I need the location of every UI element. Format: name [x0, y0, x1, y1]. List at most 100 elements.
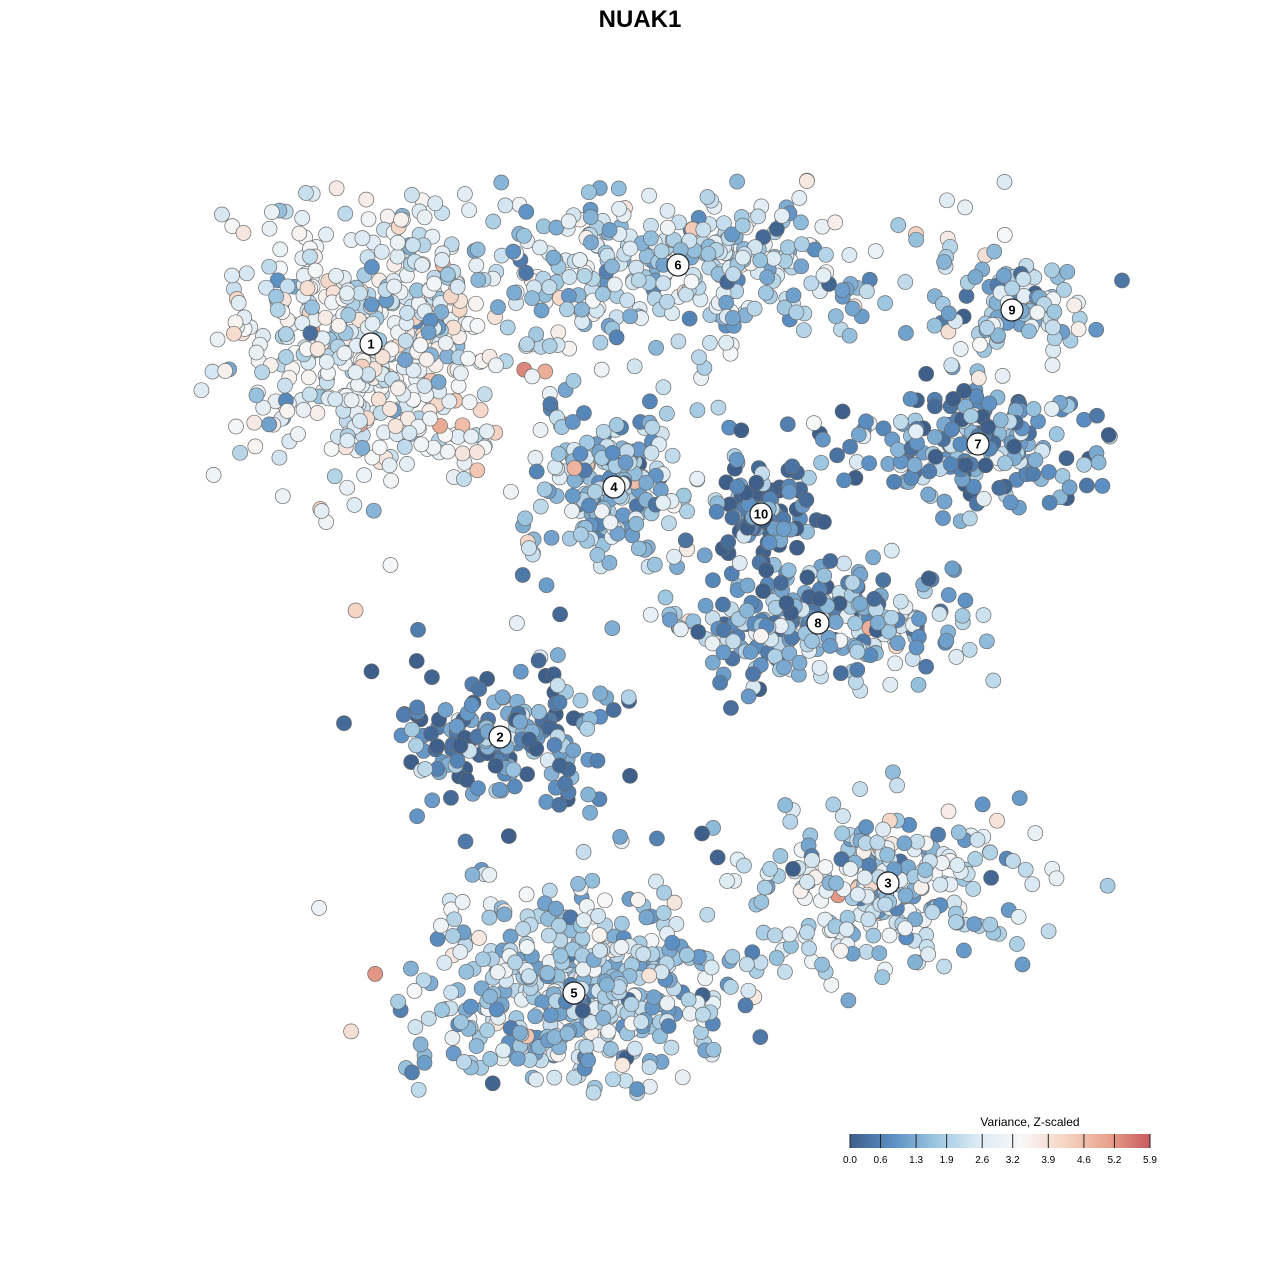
- cell-point: [452, 737, 469, 754]
- cell-point: [704, 654, 721, 671]
- cluster-label-8: 8: [806, 611, 830, 635]
- cell-point: [603, 1041, 619, 1057]
- cell-point: [832, 665, 849, 682]
- cell-point: [238, 265, 255, 282]
- cell-point: [343, 392, 360, 409]
- cell-point: [979, 633, 995, 650]
- cell-point: [842, 438, 858, 455]
- cell-point: [852, 781, 868, 797]
- cell-point: [552, 757, 568, 774]
- cell-point: [865, 927, 882, 944]
- cell-point: [630, 540, 647, 557]
- cell-point: [723, 565, 740, 582]
- cell-point: [659, 405, 675, 422]
- cell-point: [961, 510, 978, 527]
- cell-point: [817, 859, 834, 875]
- cell-point: [600, 1023, 617, 1040]
- cell-point: [318, 226, 334, 243]
- svg-text:2: 2: [496, 730, 503, 745]
- cell-point: [838, 921, 855, 938]
- cell-point: [363, 663, 380, 680]
- cell-point: [975, 490, 992, 507]
- cell-point: [261, 416, 278, 433]
- cell-point: [961, 641, 978, 658]
- cell-point: [575, 844, 592, 860]
- cell-point: [622, 767, 638, 784]
- cell-point: [576, 405, 592, 421]
- cell-point: [408, 737, 424, 754]
- cell-point: [804, 852, 820, 869]
- cell-point: [468, 257, 485, 274]
- cell-point: [1004, 280, 1020, 297]
- cell-point: [294, 210, 311, 226]
- cell-point: [944, 421, 960, 438]
- cell-point: [917, 862, 934, 878]
- cell-point: [426, 275, 442, 292]
- cell-point: [804, 633, 820, 650]
- cell-point: [397, 352, 413, 368]
- cell-point: [715, 644, 732, 661]
- cell-point: [445, 1045, 462, 1062]
- cell-point: [655, 379, 672, 396]
- cell-point: [617, 454, 634, 471]
- cell-point: [519, 766, 535, 783]
- cell-point: [784, 458, 801, 475]
- cell-point: [748, 474, 765, 491]
- cell-point: [712, 674, 728, 691]
- cell-point: [957, 457, 974, 473]
- svg-text:9: 9: [1008, 303, 1015, 318]
- cell-point: [813, 454, 829, 471]
- cell-point: [799, 569, 816, 586]
- cell-point: [758, 284, 774, 301]
- cell-point: [454, 894, 471, 910]
- cell-point: [278, 326, 294, 342]
- cell-point: [401, 425, 418, 441]
- cell-point: [587, 483, 603, 500]
- cell-point: [724, 310, 741, 326]
- cell-point: [815, 267, 832, 284]
- cell-point: [578, 1039, 595, 1055]
- cell-point: [724, 948, 741, 965]
- cell-point: [246, 414, 263, 431]
- cell-point: [589, 752, 606, 769]
- cell-point: [1044, 262, 1060, 279]
- svg-text:4: 4: [610, 480, 618, 495]
- cell-point: [781, 483, 798, 500]
- cell-point: [768, 950, 785, 966]
- cell-point: [339, 285, 355, 302]
- cell-point: [482, 988, 499, 1005]
- cell-point: [601, 554, 618, 571]
- cell-point: [858, 413, 874, 430]
- cluster-label-9: 9: [1000, 298, 1024, 322]
- cell-point: [576, 268, 593, 284]
- cell-point: [879, 846, 896, 863]
- cell-point: [822, 553, 839, 569]
- cell-point: [662, 611, 678, 628]
- cell-point: [613, 939, 630, 955]
- cell-point: [889, 635, 906, 651]
- cell-point: [927, 429, 943, 445]
- legend-tick-label: 4.6: [1077, 1155, 1091, 1166]
- cell-point: [507, 954, 523, 971]
- cell-point: [828, 875, 844, 892]
- cell-point: [908, 423, 924, 440]
- cell-point: [705, 572, 721, 589]
- cell-point: [582, 804, 598, 821]
- cell-point: [410, 621, 426, 638]
- cell-point: [261, 220, 278, 237]
- cell-point: [774, 207, 790, 224]
- cell-point: [497, 197, 514, 214]
- cluster-label-6: 6: [666, 253, 690, 277]
- cell-point: [801, 940, 817, 957]
- cell-point: [581, 184, 597, 201]
- cell-point: [970, 370, 987, 387]
- cell-point: [875, 420, 892, 437]
- cell-point: [982, 916, 999, 933]
- cell-point: [948, 914, 964, 930]
- cell-point: [403, 960, 419, 977]
- cell-point: [695, 221, 712, 238]
- cell-point: [642, 393, 658, 410]
- cell-point: [753, 894, 770, 910]
- cell-point: [782, 813, 799, 830]
